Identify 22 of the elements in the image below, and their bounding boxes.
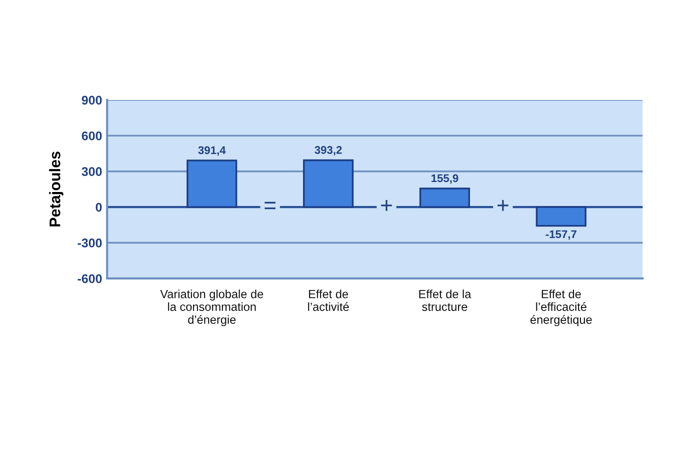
data-label: 391,4 [198,146,226,156]
bar [186,160,238,208]
annotation: = [264,202,276,210]
x-tick-label: Effet de la structure [419,290,472,311]
y-tick-label: 300 [82,167,102,176]
data-label: 393,2 [314,146,342,156]
y-axis-title: Petajoules [49,152,64,226]
x-tick-label: Variation globale de la consommation d’énergie [160,290,264,326]
bar [303,159,354,208]
y-tick-label: 0 [96,202,102,212]
y-tick-label: 900 [82,96,102,105]
y-tick-label: -300 [78,238,102,248]
data-label: 155,9 [432,174,458,184]
x-tick-label: Effet de l’activité [308,290,349,311]
annotation: + [381,200,392,211]
bar [536,206,586,227]
annotation: + [498,200,508,211]
data-label: -157,7 [546,230,576,240]
x-tick-label: Effet de l’efficacité énergétique [530,290,592,326]
y-tick-label: -600 [78,274,102,284]
bar [419,188,470,208]
y-tick-label: 600 [82,131,102,140]
